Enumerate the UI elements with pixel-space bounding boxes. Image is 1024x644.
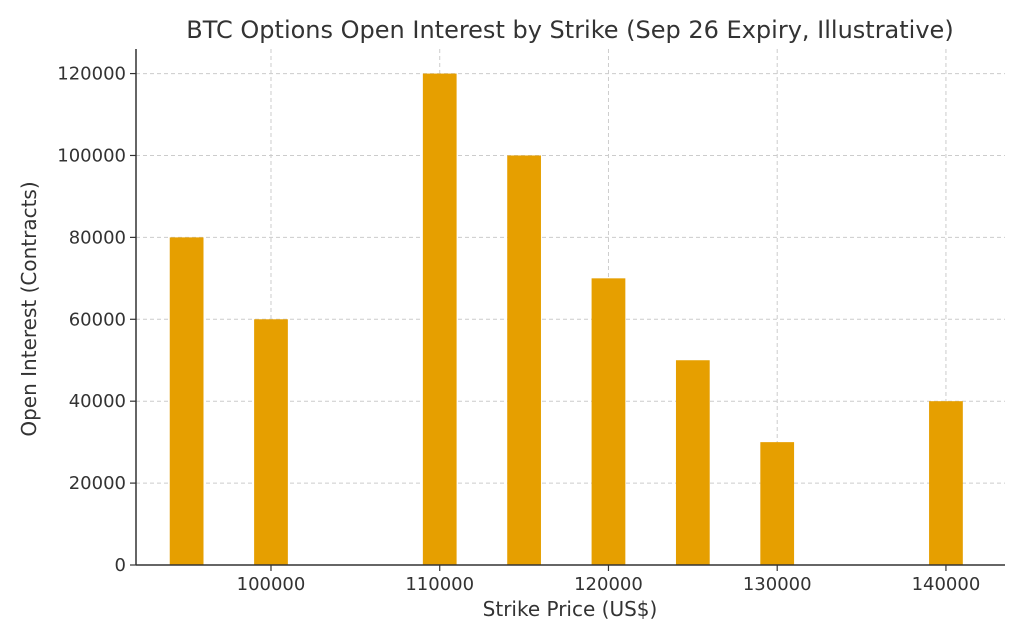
x-tick-label: 110000 (405, 574, 474, 595)
bar-140000 (929, 401, 963, 565)
y-axis-label: Open Interest (Contracts) (17, 181, 41, 436)
bar-115000 (507, 155, 541, 565)
bar-95000 (169, 237, 204, 565)
y-tick-label: 120000 (57, 64, 126, 85)
y-tick-label: 60000 (69, 309, 126, 330)
bar-110000 (422, 73, 457, 566)
x-tick-label: 140000 (912, 574, 981, 595)
x-tick-label: 120000 (574, 574, 643, 595)
bars-layer (169, 73, 963, 566)
x-tick-label: 100000 (237, 574, 306, 595)
y-tick-label: 80000 (69, 227, 126, 248)
y-tick-label: 40000 (69, 391, 126, 412)
x-axis-label: Strike Price (US$) (483, 597, 658, 621)
y-tick-label: 20000 (69, 473, 126, 494)
bar-125000 (675, 360, 710, 565)
x-tick-label: 130000 (743, 574, 812, 595)
bar-100000 (254, 319, 288, 565)
chart-title: BTC Options Open Interest by Strike (Sep… (186, 16, 953, 44)
axes-layer (135, 49, 1005, 566)
y-tick-label: 0 (115, 555, 126, 576)
ticks-layer: 0 20000 40000 60000 80000 100000 120000 100000 1… (57, 64, 980, 595)
y-tick-label: 100000 (57, 145, 126, 166)
bar-130000 (760, 442, 795, 565)
bar-120000 (591, 278, 626, 565)
